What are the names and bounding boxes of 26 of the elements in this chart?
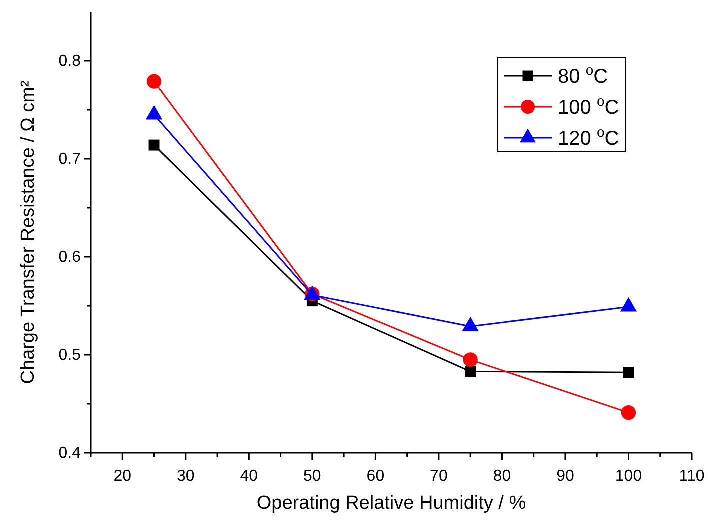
- y-tick-label: 0.5: [58, 347, 82, 364]
- x-tick-label: 80: [493, 468, 512, 486]
- point: [621, 406, 636, 420]
- x-tick-label: 70: [430, 468, 448, 486]
- point: [148, 140, 160, 151]
- y-tick-label: 0.4: [58, 445, 82, 462]
- legend-label: 100 $^{o}$C: [558, 93, 620, 119]
- x-axis-title: Operating Relative Humidity / %: [256, 493, 526, 514]
- point: [623, 367, 634, 378]
- x-tick-label: 110: [679, 468, 705, 486]
- x-tick-label: 20: [114, 468, 132, 486]
- legend-label: 80 $^{o}$C: [558, 62, 608, 88]
- y-tick-label: 0.7: [58, 151, 82, 168]
- point: [146, 74, 162, 89]
- x-tick-label: 100: [615, 468, 642, 486]
- x-tick-label: 50: [304, 468, 322, 486]
- legend-label: 120 $^{o}$C: [558, 124, 620, 150]
- y-tick-label: 0.8: [58, 53, 82, 70]
- x-tick-label: 30: [176, 468, 195, 486]
- y-tick-label: 0.6: [58, 249, 82, 266]
- x-tick-label: 60: [366, 468, 385, 486]
- x-tick-label: 40: [240, 468, 258, 486]
- point: [465, 366, 476, 378]
- y-axis-title: Charge Transfer Resistance / Ω cm²: [18, 80, 39, 384]
- point: [463, 352, 478, 368]
- x-tick-label: 90: [556, 468, 574, 486]
